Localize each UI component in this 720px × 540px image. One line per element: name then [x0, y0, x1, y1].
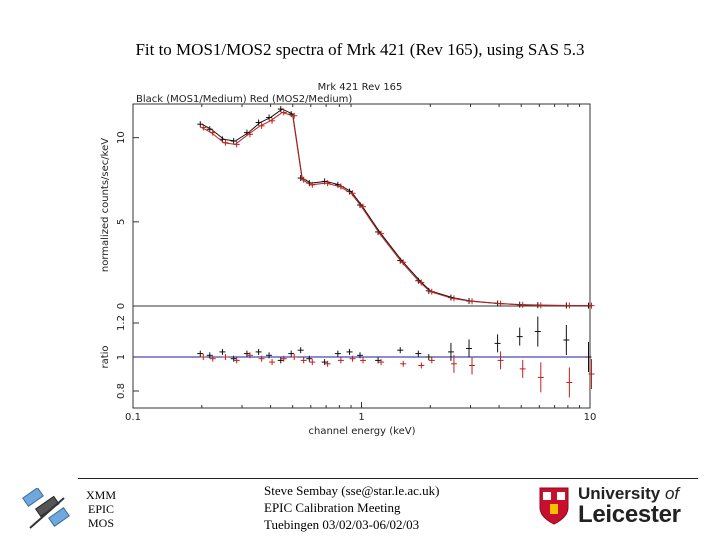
- footer-left-line: XMM: [85, 488, 116, 502]
- bottom-y-axis-label: ratio: [100, 345, 111, 368]
- slide-title: Fit to MOS1/MOS2 spectra of Mrk 421 (Rev…: [135, 40, 585, 59]
- footer-meeting: EPIC Calibration Meeting: [264, 500, 401, 515]
- footer-dates: Tuebingen 03/02/03-06/02/03: [264, 517, 420, 532]
- footer-left-line: EPIC: [87, 502, 114, 516]
- footer-divider: [78, 478, 698, 479]
- logo-leicester-word: Leicester: [578, 501, 681, 528]
- bottom-y-tick-label: 0.8: [116, 383, 127, 399]
- x-axis-label: channel energy (keV): [308, 426, 415, 437]
- bottom-y-tick-label: 1: [116, 354, 127, 360]
- top-y-tick-label: 5: [116, 219, 127, 225]
- x-tick-label: 0.1: [125, 412, 141, 423]
- logo-of-word: of: [664, 484, 680, 503]
- satellite-icon: [22, 488, 70, 529]
- flux-line-mos2: [201, 111, 591, 307]
- top-y-axis-label: normalized counts/sec/keV: [100, 138, 111, 272]
- x-tick-label: 1: [358, 412, 364, 423]
- footer-instrument-label: XMM EPIC MOS: [78, 488, 124, 530]
- logo-university-word: University: [578, 484, 661, 503]
- x-tick-label: 10: [584, 412, 597, 423]
- chart-subtitle: Black (MOS1/Medium) Red (MOS2/Medium): [136, 94, 352, 105]
- footer-left-line: MOS: [87, 516, 114, 530]
- university-crest-icon: [539, 487, 569, 525]
- footer-author-info: Steve Sembay (sse@star.le.ac.uk) EPIC Ca…: [264, 482, 440, 533]
- top-y-tick-label: 0: [116, 303, 127, 309]
- footer-author: Steve Sembay (sse@star.le.ac.uk): [264, 483, 440, 498]
- flux-line-mos1: [201, 108, 591, 307]
- university-logo: University of Leicester: [538, 484, 708, 530]
- top-y-tick-label: 10: [116, 131, 127, 144]
- chart-title: Mrk 421 Rev 165: [318, 82, 403, 93]
- bottom-y-tick-label: 1.2: [116, 315, 127, 331]
